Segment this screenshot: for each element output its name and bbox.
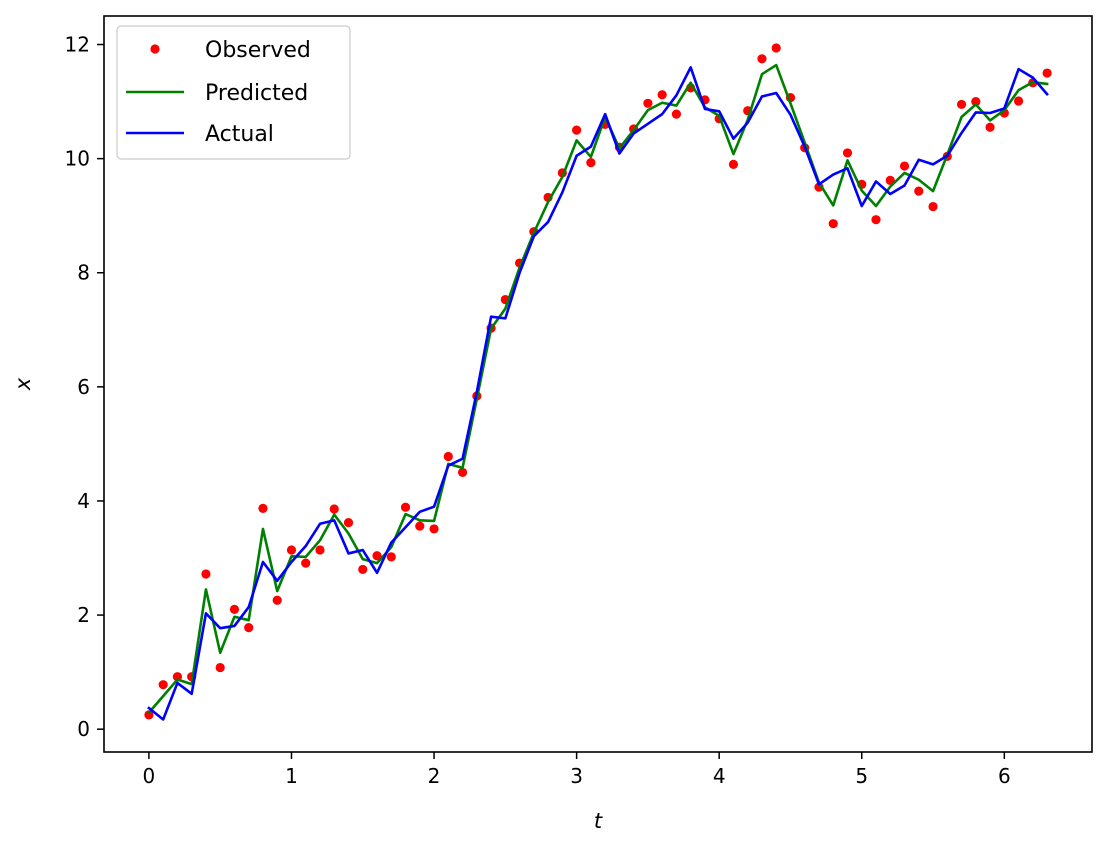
data-point-observed <box>899 161 910 171</box>
x-tick-label: 0 <box>143 764 156 788</box>
x-axis-label: t <box>594 809 603 833</box>
data-point-observed <box>429 524 439 534</box>
legend-label-observed: Observed <box>205 38 311 63</box>
plot-frame <box>103 15 1093 753</box>
y-tick-label: 2 <box>77 603 90 627</box>
data-point-observed <box>358 564 368 575</box>
x-tick-label: 4 <box>713 764 726 788</box>
data-point-observed <box>572 125 582 135</box>
legend: Observed Predicted Actual <box>116 25 351 160</box>
data-point-observed <box>244 623 254 633</box>
data-point-observed <box>158 680 168 690</box>
y-tick-label: 8 <box>77 261 90 285</box>
y-tick-label: 6 <box>77 375 90 399</box>
data-point-observed <box>757 54 767 64</box>
y-tick-label: 10 <box>65 147 90 171</box>
legend-item-predicted: Predicted <box>126 81 308 106</box>
legend-box <box>116 25 351 160</box>
legend-swatch-observed <box>150 44 160 54</box>
series-layer <box>144 43 1052 721</box>
data-point-observed <box>457 467 468 478</box>
x-tick-label: 5 <box>855 764 868 788</box>
series-line-predicted <box>147 63 1049 715</box>
series-actual <box>147 66 1049 721</box>
data-point-observed <box>657 90 667 100</box>
data-point-observed <box>728 159 739 169</box>
data-point-observed <box>229 604 240 614</box>
data-point-observed <box>928 201 938 212</box>
legend-item-observed: Observed <box>150 38 311 63</box>
data-point-observed <box>258 503 268 513</box>
data-point-observed <box>671 109 682 119</box>
data-point-observed <box>871 215 881 225</box>
x-tick-label: 2 <box>428 764 441 788</box>
legend-label-predicted: Predicted <box>205 81 308 106</box>
data-point-observed <box>286 545 297 555</box>
data-point-observed <box>586 158 596 168</box>
data-point-observed <box>771 43 781 53</box>
data-point-observed <box>144 710 154 720</box>
legend-label-actual: Actual <box>205 122 274 147</box>
data-point-observed <box>315 545 325 555</box>
data-point-observed <box>372 551 382 561</box>
x-tick-label: 3 <box>570 764 583 788</box>
data-point-observed <box>956 99 967 110</box>
data-point-observed <box>343 518 354 528</box>
x-tick-label: 6 <box>998 764 1011 788</box>
data-point-observed <box>201 569 211 579</box>
data-point-observed <box>1042 68 1052 78</box>
data-point-observed <box>643 98 653 108</box>
y-tick-label: 0 <box>77 717 90 741</box>
data-point-observed <box>914 186 924 196</box>
data-point-observed <box>415 521 425 531</box>
data-point-observed <box>985 122 995 132</box>
y-axis-ticks: 0 2 4 6 8 10 12 <box>65 33 104 741</box>
y-tick-label: 12 <box>65 33 90 57</box>
data-point-observed <box>400 502 411 512</box>
data-point-observed <box>272 595 282 605</box>
y-axis-label: x <box>11 377 35 391</box>
legend-items: Observed Predicted Actual <box>126 38 311 147</box>
x-axis-ticks: 0 1 2 3 4 5 6 <box>143 752 1011 788</box>
x-tick-label: 1 <box>285 764 298 788</box>
data-point-observed <box>329 504 339 514</box>
data-point-observed <box>842 148 853 158</box>
data-point-observed <box>386 552 396 562</box>
data-point-observed <box>215 662 225 673</box>
data-point-observed <box>443 451 453 462</box>
series-predicted <box>147 63 1049 715</box>
series-line-actual <box>147 66 1049 721</box>
y-tick-label: 4 <box>77 489 90 513</box>
data-point-observed <box>1013 96 1024 106</box>
data-point-observed <box>971 96 981 107</box>
data-point-observed <box>828 219 838 229</box>
data-point-observed <box>301 558 311 568</box>
legend-item-actual: Actual <box>126 122 274 147</box>
